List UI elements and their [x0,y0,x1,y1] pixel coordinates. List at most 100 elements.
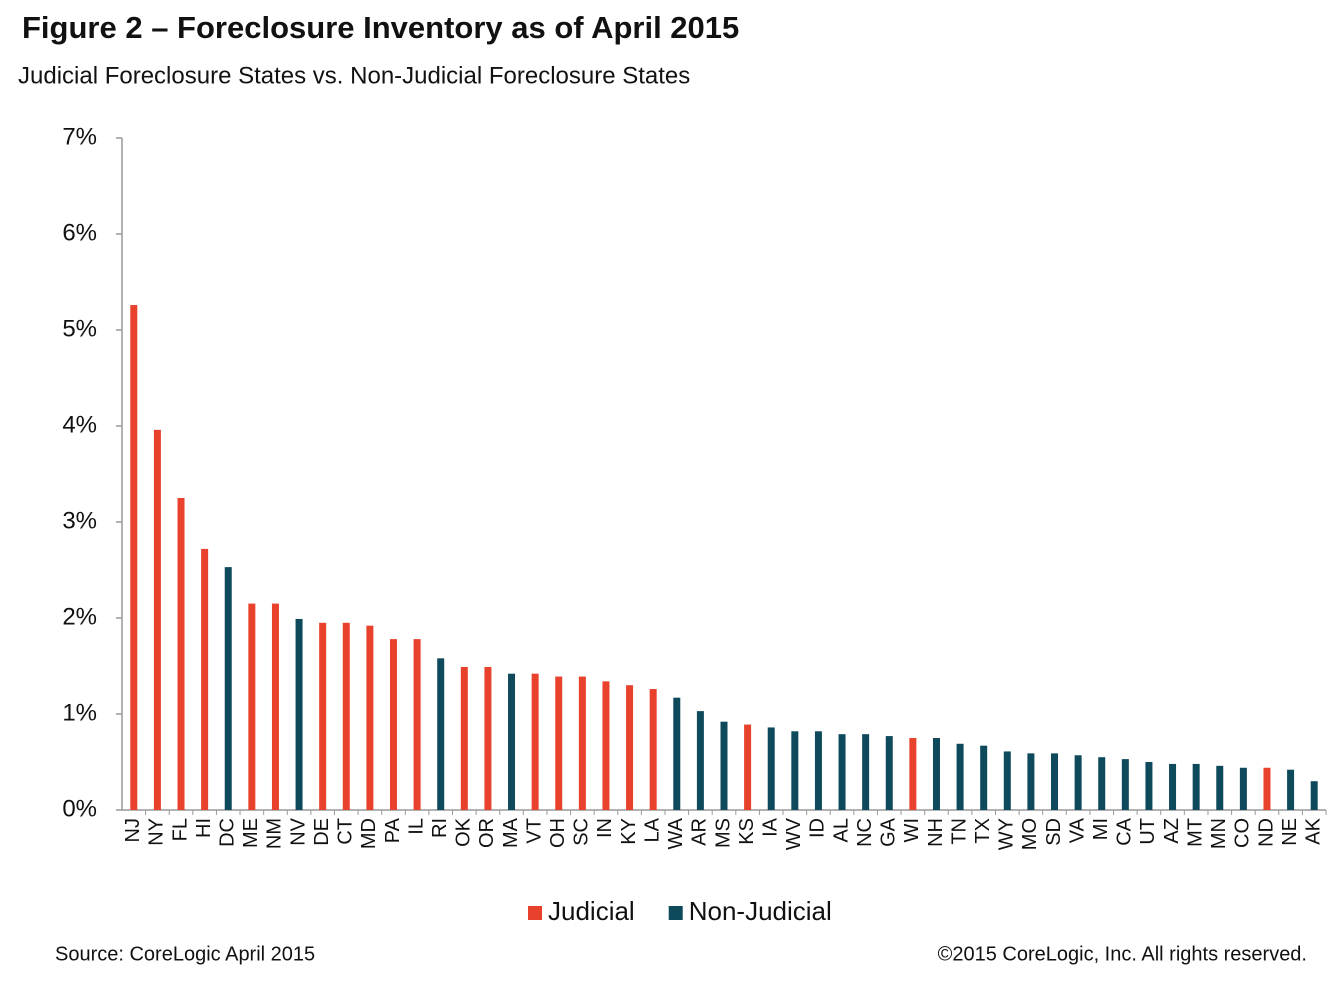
bar [1003,751,1011,810]
x-tick-label: ND [1255,818,1277,847]
x-tick-label: MD [358,818,380,849]
x-tick-label: PA [382,817,404,843]
chart-subtitle: Judicial Foreclosure States vs. Non-Judi… [18,62,690,89]
y-tick-label: 0% [62,795,97,822]
x-tick-label: NV [287,817,309,845]
bar [1098,757,1106,810]
x-tick-label: IN [594,818,616,838]
bar [342,622,350,810]
bar [980,745,988,810]
x-tick-label: MO [1019,818,1041,850]
bar [1121,759,1129,810]
bar [531,673,539,810]
x-tick-label: WY [996,818,1018,850]
y-tick-label: 7% [62,123,97,150]
bar [1263,767,1271,810]
bar [1074,755,1082,810]
x-tick-label: CT [335,818,357,845]
bar [201,548,209,810]
copyright-note: ©2015 CoreLogic, Inc. All rights reserve… [938,943,1307,965]
bar [295,618,303,810]
bar [909,738,917,810]
x-tick-label: LA [641,817,663,842]
bar [696,711,704,810]
x-tick-label: NC [854,818,876,847]
bar [153,429,161,810]
x-tick-label: MS [712,818,734,848]
x-tick-label: MT [1184,818,1206,847]
bar [1169,763,1177,810]
x-tick-label: WV [783,817,805,850]
bar [1287,769,1295,810]
bar [578,676,586,810]
x-tick-label: WA [665,817,687,849]
x-tick-label: OK [453,817,475,847]
x-tick-label: MN [1208,818,1230,849]
y-tick-label: 4% [62,411,97,438]
x-tick-label: MA [500,817,522,848]
chart-title: Figure 2 – Foreclosure Inventory as of A… [22,10,739,45]
x-tick-label: MI [1090,818,1112,840]
bar [224,567,232,810]
bar [271,603,279,810]
bar [1145,762,1153,810]
bar [1051,753,1059,810]
bar [814,731,822,810]
x-tick-label: TX [972,818,994,844]
bar [956,743,964,810]
x-tick-label: SD [1043,818,1065,846]
x-tick-label: OH [547,818,569,848]
bar [626,685,634,810]
bar [508,673,516,810]
bar [602,681,610,810]
bar [744,724,752,810]
x-tick-label: AK [1302,817,1324,844]
y-tick-label: 3% [62,507,97,534]
bar [177,498,185,810]
legend-label: Judicial [548,896,635,926]
bar [932,738,940,810]
x-tick-label: ID [807,818,829,838]
x-tick-label: DC [217,818,239,847]
bar [248,603,256,810]
bar [460,666,468,810]
bar [130,305,138,810]
bar [1216,765,1224,810]
bar [1239,767,1247,810]
bar [413,639,421,810]
legend-swatch [528,906,542,920]
x-tick-label: VT [523,818,545,844]
x-tick-label: KS [736,818,758,845]
bar [1310,781,1318,810]
x-tick-label: NJ [122,818,144,842]
x-tick-label: AL [830,818,852,842]
bar [673,697,681,810]
bar [1192,763,1200,810]
x-tick-label: NH [925,818,947,847]
y-tick-label: 6% [62,219,97,246]
bar [366,625,374,810]
x-tick-label: ME [240,818,262,848]
bar [555,676,563,810]
bar [319,622,327,810]
y-tick-label: 5% [62,315,97,342]
x-tick-label: RI [429,818,451,838]
x-tick-label: CO [1232,818,1254,848]
x-tick-label: KY [618,818,640,845]
bar [389,639,397,810]
x-tick-label: DE [311,818,333,846]
x-tick-label: IL [405,818,427,835]
bar [791,731,799,810]
x-tick-label: CA [1114,817,1136,845]
bar [885,736,893,810]
x-tick-label: IA [759,817,781,837]
bar [649,689,657,810]
y-tick-label: 2% [62,603,97,630]
legend-label: Non-Judicial [689,896,832,926]
x-tick-label: OR [476,818,498,848]
x-tick-label: VA [1066,817,1088,843]
bar [437,658,445,810]
x-tick-label: AZ [1161,818,1183,844]
y-tick-label: 1% [62,699,97,726]
